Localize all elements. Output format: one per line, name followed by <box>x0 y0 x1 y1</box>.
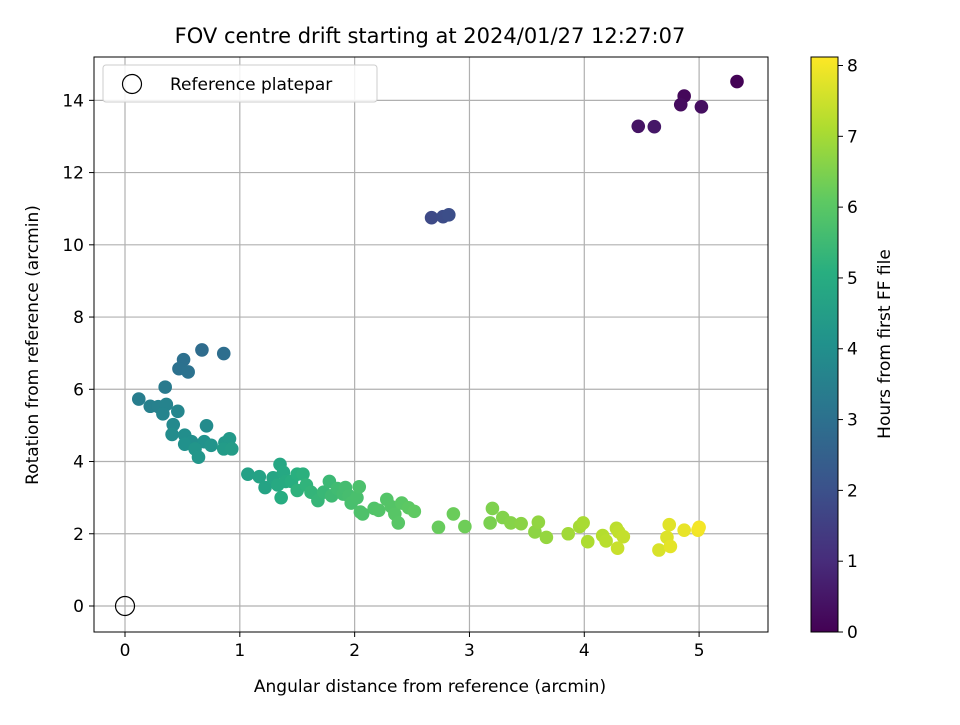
colorbar-tick-label: 3 <box>847 411 858 431</box>
data-point <box>514 516 528 531</box>
y-tick-label: 14 <box>62 91 84 111</box>
data-point <box>391 516 406 530</box>
data-point <box>407 504 422 519</box>
data-point <box>224 442 239 456</box>
data-point <box>483 516 497 530</box>
y-tick-label: 12 <box>62 164 84 184</box>
x-tick-label: 4 <box>579 641 590 661</box>
data-point <box>539 530 554 545</box>
y-tick-label: 6 <box>73 380 84 400</box>
data-point <box>352 480 367 494</box>
data-point <box>241 467 255 481</box>
data-point <box>131 392 146 406</box>
legend-reference-marker <box>121 73 143 95</box>
data-point <box>504 516 518 530</box>
data-point <box>424 210 439 225</box>
data-point <box>431 520 446 535</box>
colorbar-tick-label: 5 <box>847 269 858 289</box>
data-point <box>222 431 237 446</box>
colorbar-tick-label: 2 <box>847 481 858 501</box>
colorbar-tick-label: 8 <box>847 56 858 76</box>
chart-title: FOV centre drift starting at 2024/01/27 … <box>175 24 686 48</box>
data-point <box>274 490 288 505</box>
data-point <box>441 208 456 222</box>
data-point <box>576 516 590 530</box>
y-tick-label: 2 <box>73 525 84 545</box>
data-point <box>531 515 546 530</box>
data-point <box>663 539 678 554</box>
colorbar-gradient <box>810 56 839 633</box>
data-point <box>165 427 179 442</box>
data-point <box>485 501 500 516</box>
plot-frame <box>93 56 769 633</box>
data-point <box>199 418 214 433</box>
colorbar-tick-label: 1 <box>847 552 858 572</box>
y-tick-label: 8 <box>73 308 84 328</box>
data-point <box>216 346 231 361</box>
colorbar: 0 1 2 3 4 5 6 7 8 Hours from first FF file <box>810 56 895 643</box>
y-tick-label: 0 <box>73 597 84 617</box>
grid-lines <box>94 57 768 632</box>
legend: Reference platepar <box>102 64 378 103</box>
x-axis-label: Angular distance from reference (arcmin) <box>254 677 606 697</box>
data-point <box>561 526 576 541</box>
y-tick-label: 4 <box>73 453 84 473</box>
y-tick-label: 10 <box>62 236 84 256</box>
colorbar-label: Hours from first FF file <box>875 249 895 439</box>
colorbar-tick-label: 6 <box>847 198 858 218</box>
data-point <box>252 469 267 484</box>
colorbar-tick-label: 0 <box>847 623 858 643</box>
data-point <box>647 119 662 134</box>
data-points <box>114 74 744 617</box>
data-point <box>171 404 185 419</box>
data-point <box>191 450 206 464</box>
data-point <box>610 541 625 556</box>
data-point <box>195 343 209 357</box>
legend-reference-label: Reference platepar <box>170 75 332 95</box>
data-point <box>158 380 172 394</box>
legend-box <box>102 64 378 103</box>
x-tick-label: 1 <box>234 641 245 661</box>
data-point <box>204 438 218 453</box>
data-point <box>350 490 364 505</box>
data-point <box>296 467 310 481</box>
x-tick-label: 2 <box>349 641 360 661</box>
data-point <box>662 517 677 532</box>
data-point <box>156 407 170 421</box>
colorbar-ticks: 0 1 2 3 4 5 6 7 8 <box>838 56 858 643</box>
data-point <box>580 534 595 549</box>
data-point <box>730 74 744 89</box>
data-point <box>694 100 709 114</box>
data-point <box>673 97 688 112</box>
data-point <box>692 520 706 535</box>
data-point <box>631 119 646 134</box>
data-point <box>353 505 368 519</box>
colorbar-tick-label: 7 <box>847 127 858 147</box>
data-point <box>652 543 666 557</box>
data-point <box>677 523 691 537</box>
x-tick-label: 3 <box>464 641 475 661</box>
x-tick-label: 5 <box>694 641 705 661</box>
reference-platepar-marker <box>114 595 136 617</box>
data-point <box>446 507 461 521</box>
y-axis-label: Rotation from reference (arcmin) <box>23 205 43 485</box>
x-tick-label: 0 <box>120 641 131 661</box>
data-point <box>599 534 613 548</box>
data-point <box>181 365 195 379</box>
data-point <box>616 529 631 544</box>
data-point <box>177 437 192 451</box>
data-point <box>258 480 272 495</box>
data-point <box>371 503 386 518</box>
colorbar-tick-label: 4 <box>847 340 858 360</box>
data-point <box>458 519 472 534</box>
